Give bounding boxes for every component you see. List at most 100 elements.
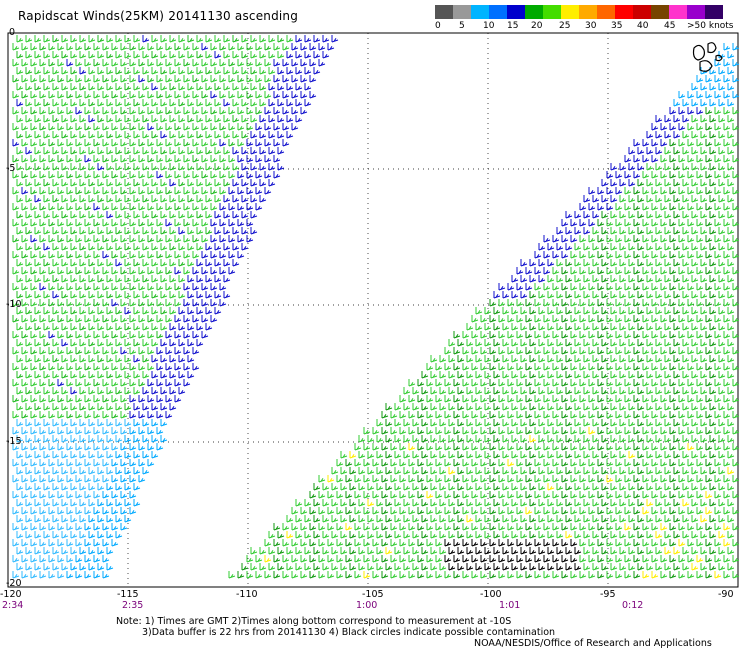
wind-barb xyxy=(408,555,416,563)
wind-barb xyxy=(142,275,150,283)
wind-barb xyxy=(93,555,101,563)
wind-barb xyxy=(196,339,204,347)
wind-barb xyxy=(619,275,627,283)
wind-barb xyxy=(660,235,668,243)
wind-barb xyxy=(727,83,735,91)
wind-barb xyxy=(543,299,551,307)
wind-barb xyxy=(75,299,83,307)
wind-barb xyxy=(538,435,546,443)
wind-barb xyxy=(502,307,510,315)
wind-barb xyxy=(727,547,735,555)
wind-barb xyxy=(70,499,78,507)
wind-barb xyxy=(525,411,533,419)
wind-barb xyxy=(187,307,195,315)
wind-barb xyxy=(66,283,74,291)
wind-barb xyxy=(174,219,182,227)
wind-barb xyxy=(732,427,740,435)
wind-barb xyxy=(628,179,636,187)
wind-barb xyxy=(516,443,524,451)
wind-barb xyxy=(520,467,528,475)
wind-barb xyxy=(606,475,614,483)
wind-barb xyxy=(574,371,582,379)
wind-barb xyxy=(682,563,690,571)
wind-barb xyxy=(628,339,636,347)
wind-barb xyxy=(187,99,195,107)
wind-barb xyxy=(129,251,137,259)
wind-barb xyxy=(295,563,303,571)
time-label: 1:01 xyxy=(499,600,521,611)
wind-barb xyxy=(700,147,708,155)
wind-barb xyxy=(102,107,110,115)
wind-barb xyxy=(192,235,200,243)
wind-barb xyxy=(642,171,650,179)
wind-barb xyxy=(507,491,515,499)
wind-barb xyxy=(120,363,128,371)
wind-barb xyxy=(646,227,654,235)
wind-barb xyxy=(354,491,362,499)
wind-barb xyxy=(124,275,132,283)
wind-barb xyxy=(606,507,614,515)
wind-barb xyxy=(421,467,429,475)
wind-barb xyxy=(561,523,569,531)
wind-barb xyxy=(615,235,623,243)
wind-barb xyxy=(111,139,119,147)
wind-barb xyxy=(106,547,114,555)
wind-barb xyxy=(556,403,564,411)
wind-barb xyxy=(691,291,699,299)
wind-barb xyxy=(615,443,623,451)
wind-barb xyxy=(21,219,29,227)
wind-barb xyxy=(75,475,83,483)
wind-barb xyxy=(696,475,704,483)
wind-barb xyxy=(502,563,510,571)
wind-barb xyxy=(142,451,150,459)
wind-barb xyxy=(511,435,519,443)
wind-barb xyxy=(169,211,177,219)
wind-barb xyxy=(16,483,24,491)
wind-barb xyxy=(340,515,348,523)
wind-barb xyxy=(408,379,416,387)
wind-barb xyxy=(61,211,69,219)
wind-barb xyxy=(579,427,587,435)
wind-barb xyxy=(129,283,137,291)
wind-barb xyxy=(21,59,29,67)
wind-barb xyxy=(669,267,677,275)
wind-barb xyxy=(183,219,191,227)
wind-barb xyxy=(39,59,47,67)
wind-barb xyxy=(664,403,672,411)
wind-barb xyxy=(583,419,591,427)
wind-barb xyxy=(241,163,249,171)
wind-barb xyxy=(682,99,690,107)
wind-barb xyxy=(547,291,555,299)
wind-barb xyxy=(628,403,636,411)
wind-barb xyxy=(21,443,29,451)
wind-barb xyxy=(93,443,101,451)
wind-barb xyxy=(111,523,119,531)
wind-barb xyxy=(250,147,258,155)
wind-barb xyxy=(570,379,578,387)
wind-barb xyxy=(12,555,20,563)
wind-barb xyxy=(682,483,690,491)
wind-barb xyxy=(678,475,686,483)
wind-barb xyxy=(601,563,609,571)
time-label: 2:34 xyxy=(2,600,24,611)
wind-barb xyxy=(669,299,677,307)
wind-barb xyxy=(169,163,177,171)
wind-barb xyxy=(219,299,227,307)
wind-barb xyxy=(264,155,272,163)
wind-barb xyxy=(511,563,519,571)
wind-barb xyxy=(88,515,96,523)
wind-barb xyxy=(39,411,47,419)
wind-barb xyxy=(610,179,618,187)
wind-barb xyxy=(201,235,209,243)
wind-barb xyxy=(115,451,123,459)
wind-barb xyxy=(376,467,384,475)
wind-barb xyxy=(322,563,330,571)
wind-barb xyxy=(138,363,146,371)
wind-barb xyxy=(30,107,38,115)
wind-barb xyxy=(723,523,731,531)
wind-barb xyxy=(682,435,690,443)
wind-barb xyxy=(610,483,618,491)
wind-barb xyxy=(606,171,614,179)
wind-barb xyxy=(102,251,110,259)
wind-barb xyxy=(70,195,78,203)
